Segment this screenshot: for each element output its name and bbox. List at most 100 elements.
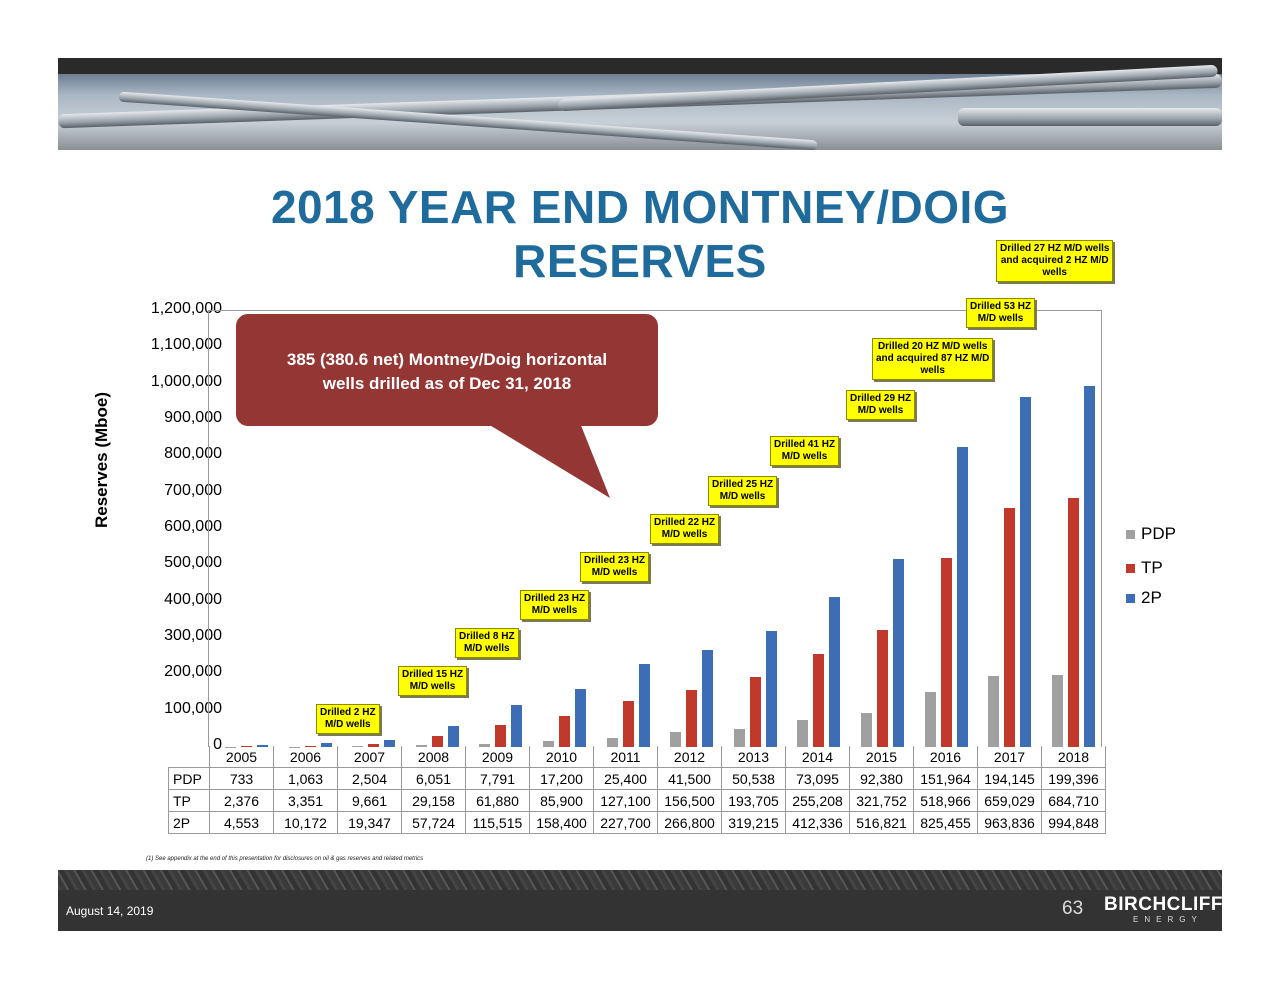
- page-number: 63: [1062, 898, 1084, 919]
- table-year-header: 2005: [209, 746, 274, 768]
- y-tick-label: 800,000: [164, 445, 222, 463]
- annotation-2015: Drilled 20 HZ M/D wells and acquired 87 H…: [872, 338, 994, 380]
- y-tick-label: 1,200,000: [150, 300, 222, 317]
- footer-date: August 14, 2019: [66, 904, 154, 918]
- data-table: 2005 2006 2007 2008 2009 2010 2011 2012 2013 2014…: [168, 746, 1106, 834]
- bar-2p-2013: [765, 631, 777, 747]
- callout-box: 385 (380.6 net) Montney/Doig horizontal …: [236, 314, 658, 426]
- bar-tp-2014: [813, 654, 825, 747]
- callout-line2: wells drilled as of Dec 31, 2018: [322, 374, 572, 393]
- table-cell: 41,500: [657, 767, 722, 790]
- table-cell: 2,504: [337, 767, 402, 790]
- table-cell: 151,964: [913, 767, 978, 790]
- table-year-header: 2010: [529, 746, 594, 768]
- bar-2p-2006: [320, 743, 332, 747]
- table-cell: 10,172: [273, 811, 338, 834]
- y-tick-label: 900,000: [164, 409, 222, 426]
- table-row-label: TP: [168, 789, 210, 812]
- bar-tp-2010: [559, 715, 570, 747]
- table-row-label: PDP: [168, 767, 210, 790]
- bar-2p-2012: [702, 650, 714, 747]
- table-year-header: 2016: [913, 746, 978, 768]
- brand-logo: BIRCHCLIFF: [1104, 894, 1223, 915]
- slide: 2018 YEAR END MONTNEY/DOIG RESERVES Rese…: [58, 58, 1222, 931]
- bar-tp-2009: [495, 724, 507, 747]
- legend-2p: 2P: [1126, 588, 1162, 608]
- bar-pdp-2014: [797, 720, 809, 747]
- table-cell: 825,455: [913, 811, 978, 834]
- table-cell: 92,380: [849, 767, 914, 790]
- table-cell: 17,200: [529, 767, 594, 790]
- annotation-2011: Drilled 22 HZ M/D wells: [650, 514, 720, 544]
- bar-pdp-2013: [733, 728, 745, 747]
- bar-2p-2017: [1020, 396, 1032, 747]
- brand-logo-sub: ENERGY: [1133, 915, 1203, 924]
- page-title-line2: RESERVES: [513, 235, 767, 287]
- table-cell: 127,100: [593, 789, 658, 812]
- table-cell: 25,400: [593, 767, 658, 790]
- table-cell: 3,351: [273, 789, 338, 812]
- header-banner-image: [58, 58, 1222, 151]
- table-cell: 7,791: [465, 767, 530, 790]
- table-cell: 659,029: [977, 789, 1042, 812]
- table-cell: 733: [209, 767, 274, 790]
- annotation-2014: Drilled 29 HZ M/D wells: [846, 390, 916, 420]
- y-tick-label: 1,000,000: [150, 372, 222, 390]
- y-tick-label: 700,000: [164, 481, 222, 499]
- bar-pdp-2009: [479, 744, 491, 747]
- bar-2p-2016: [956, 447, 968, 747]
- table-cell: 266,800: [657, 811, 722, 834]
- annotation-2012: Drilled 25 HZ M/D wells: [708, 476, 778, 506]
- bar-tp-2017: [1004, 507, 1016, 747]
- table-row: TP 2,376 3,351 9,661 29,158 61,880 85,900 127,1…: [168, 789, 1106, 812]
- bar-pdp-2018: [1051, 674, 1063, 747]
- table-cell: 158,400: [529, 811, 594, 834]
- table-cell: 321,752: [849, 789, 914, 812]
- table-cell: 516,821: [849, 811, 914, 834]
- table-cell: 994,848: [1041, 811, 1106, 834]
- table-cell: 156,500: [657, 789, 722, 812]
- table-cell: 9,661: [337, 789, 402, 812]
- table-cell: 19,347: [337, 811, 402, 834]
- bar-pdp-2012: [670, 731, 682, 747]
- table-cell: 963,836: [977, 811, 1042, 834]
- bar-tp-2018: [1067, 498, 1079, 747]
- bar-2p-2008: [447, 726, 459, 747]
- footer: August 14, 2019 63 BIRCHCLIFF ENERGY: [58, 870, 1222, 931]
- annotation-2006: Drilled 2 HZ M/D wells: [316, 704, 380, 734]
- bar-tp-2012: [686, 690, 698, 747]
- table-year-header: 2009: [465, 746, 530, 768]
- table-year-header: 2013: [721, 746, 786, 768]
- bar-2p-2018: [1083, 385, 1095, 747]
- legend-pdp: PDP: [1126, 524, 1176, 544]
- table-row: PDP 733 1,063 2,504 6,051 7,791 17,200 25,400 41…: [168, 767, 1106, 790]
- bar-2p-2010: [575, 689, 586, 747]
- table-cell: 255,208: [785, 789, 850, 812]
- bar-pdp-2010: [543, 740, 554, 747]
- bar-2p-2007: [384, 739, 396, 747]
- table-year-header: 2014: [785, 746, 850, 768]
- table-year-header: 2008: [401, 746, 466, 768]
- table-cell: 73,095: [785, 767, 850, 790]
- y-tick-label: 100,000: [164, 699, 222, 717]
- annotation-2016: Drilled 53 HZ M/D wells: [966, 298, 1036, 328]
- bar-tp-2015: [877, 630, 888, 747]
- y-tick-label: 500,000: [164, 554, 222, 572]
- y-tick-label: 200,000: [164, 663, 222, 681]
- bar-pdp-2015: [861, 713, 872, 747]
- table-year-header: 2011: [593, 746, 658, 768]
- table-cell: 194,145: [977, 767, 1042, 790]
- table-cell: 57,724: [401, 811, 466, 834]
- bar-2p-2015: [893, 559, 904, 747]
- table-cell: 2,376: [209, 789, 274, 812]
- table-cell: 4,553: [209, 811, 274, 834]
- y-tick-label: 300,000: [164, 627, 222, 644]
- annotation-2010: Drilled 23 HZ M/D wells: [580, 552, 650, 582]
- table-year-header: 2017: [977, 746, 1042, 768]
- y-tick-label: 600,000: [164, 518, 222, 535]
- table-cell: 412,336: [785, 811, 850, 834]
- callout-line1: 385 (380.6 net) Montney/Doig horizontal: [286, 350, 608, 369]
- bar-2p-2011: [638, 664, 650, 747]
- annotation-2013: Drilled 41 HZ M/D wells: [770, 436, 840, 466]
- bar-tp-2008: [431, 736, 443, 747]
